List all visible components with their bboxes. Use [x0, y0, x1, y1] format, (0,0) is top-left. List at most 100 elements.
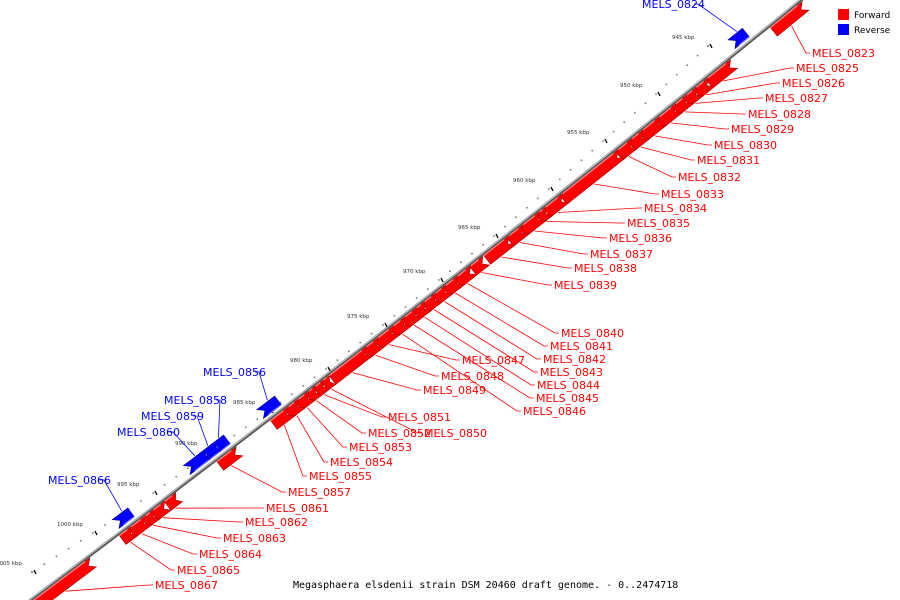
- gene-label[interactable]: MELS_0854: [330, 456, 393, 469]
- minor-tick: [515, 216, 517, 219]
- leader-line: [684, 111, 746, 115]
- gene-label[interactable]: MELS_0856: [203, 366, 266, 379]
- minor-tick: [449, 270, 451, 273]
- minor-tick: [336, 359, 339, 362]
- gene-label[interactable]: MELS_0838: [574, 262, 637, 275]
- gene-arrow-highlight: [163, 495, 173, 503]
- leader-line: [424, 316, 535, 386]
- leader-line: [65, 584, 153, 592]
- gene-label[interactable]: MELS_0841: [550, 340, 613, 353]
- gene-label[interactable]: MELS_0855: [309, 470, 372, 483]
- minor-tick: [31, 571, 33, 573]
- gene-labels: MELS_0823 MELS_0824 MELS_0825 MELS_0826 MELS…: [48, 0, 875, 592]
- minor-tick: [612, 130, 615, 133]
- gene-arrow-highlight: [483, 239, 505, 257]
- gene-label[interactable]: MELS_0837: [590, 248, 653, 261]
- gene-label[interactable]: MELS_0851: [388, 411, 451, 424]
- tick-label: 945 kbp: [672, 35, 695, 41]
- minor-tick: [633, 111, 636, 114]
- gene-arrow[interactable]: [727, 27, 750, 50]
- gene-label[interactable]: MELS_0830: [714, 139, 777, 152]
- minor-tick: [537, 197, 539, 200]
- gene-label[interactable]: MELS_0842: [543, 353, 606, 366]
- gene-label[interactable]: MELS_0843: [540, 366, 603, 379]
- gene-label[interactable]: MELS_0844: [537, 379, 600, 392]
- minor-tick: [569, 168, 572, 171]
- gene-arrow-highlight: [119, 529, 128, 537]
- gene-label[interactable]: MELS_0829: [731, 123, 794, 136]
- gene-label[interactable]: MELS_0852: [368, 427, 431, 440]
- gene-arrow-highlight: [559, 153, 614, 197]
- gene-arrow[interactable]: [559, 149, 626, 205]
- gene-label[interactable]: MELS_0859: [141, 410, 204, 423]
- gene-label[interactable]: MELS_0839: [554, 279, 617, 292]
- gene-label[interactable]: MELS_0835: [627, 217, 690, 230]
- gene-label[interactable]: MELS_0846: [523, 405, 586, 418]
- leader-line: [791, 25, 810, 54]
- gene-label[interactable]: MELS_0834: [644, 202, 707, 215]
- major-tick: [550, 186, 554, 192]
- backbone-line: [27, 0, 804, 600]
- minor-tick: [186, 467, 189, 470]
- leader-line: [323, 394, 386, 418]
- gene-label[interactable]: MELS_0865: [177, 564, 240, 577]
- tick-label: 950 kbp: [620, 83, 643, 89]
- gene-label[interactable]: MELS_0850: [424, 427, 487, 440]
- gene-label[interactable]: MELS_0832: [678, 171, 741, 184]
- gene-label[interactable]: MELS_0828: [748, 108, 811, 121]
- major-tick: [327, 366, 331, 372]
- minor-tick: [426, 288, 429, 290]
- gene-label[interactable]: MELS_0863: [223, 532, 286, 545]
- gene-label[interactable]: MELS_0867: [155, 579, 218, 592]
- gene-arrow[interactable]: [256, 395, 282, 420]
- minor-tick: [404, 306, 407, 308]
- gene-label[interactable]: MELS_0866: [48, 474, 111, 487]
- gene-label[interactable]: MELS_0824: [642, 0, 705, 11]
- leader-line: [455, 292, 548, 347]
- leader-line: [534, 230, 607, 239]
- label-leaders: [65, 3, 810, 592]
- gene-label[interactable]: MELS_0857: [288, 486, 351, 499]
- minor-tick: [602, 140, 604, 142]
- legend-forward-label: Forward: [854, 11, 890, 21]
- gene-label[interactable]: MELS_0826: [782, 77, 845, 90]
- minor-tick: [163, 483, 166, 486]
- genome-backbone: [27, 0, 804, 600]
- leader-line: [388, 344, 460, 361]
- gene-label[interactable]: MELS_0823: [812, 47, 875, 60]
- gene-label[interactable]: MELS_0862: [245, 516, 308, 529]
- gene-arrow-highlight: [220, 443, 231, 452]
- gene-label[interactable]: MELS_0848: [441, 370, 504, 383]
- gene-label[interactable]: MELS_0836: [609, 232, 672, 245]
- gene-label[interactable]: MELS_0845: [536, 392, 599, 405]
- leader-line: [481, 272, 552, 286]
- minor-tick: [256, 418, 259, 421]
- gene-label[interactable]: MELS_0864: [199, 548, 262, 561]
- leader-line: [193, 415, 209, 446]
- gene-label[interactable]: MELS_0840: [561, 327, 624, 340]
- leader-line: [352, 372, 421, 391]
- gene-arrow[interactable]: [182, 450, 210, 476]
- gene-label[interactable]: MELS_0860: [117, 426, 180, 439]
- leader-line: [723, 67, 794, 82]
- gene-label[interactable]: MELS_0847: [462, 354, 525, 367]
- major-tick: [604, 138, 608, 144]
- gene-label[interactable]: MELS_0825: [796, 62, 859, 75]
- gene-label[interactable]: MELS_0861: [266, 502, 329, 515]
- gene-label[interactable]: MELS_0827: [765, 92, 828, 105]
- gene-arrow-highlight: [123, 516, 135, 526]
- gene-label[interactable]: MELS_0833: [661, 188, 724, 201]
- leader-line: [628, 156, 676, 178]
- gene-label[interactable]: MELS_0858: [164, 394, 227, 407]
- gene-arrow-highlight: [216, 450, 232, 463]
- gene-label[interactable]: MELS_0853: [349, 441, 412, 454]
- gene-label[interactable]: MELS_0831: [697, 154, 760, 167]
- gene-label[interactable]: MELS_0849: [423, 384, 486, 397]
- leader-line: [216, 399, 221, 438]
- tick-label: 970 kbp: [403, 269, 426, 275]
- gene-arrow[interactable]: [111, 507, 135, 530]
- leader-line: [255, 371, 268, 401]
- minor-tick: [696, 54, 699, 57]
- minor-tick: [675, 73, 678, 76]
- gene-arrow-highlight: [194, 459, 210, 472]
